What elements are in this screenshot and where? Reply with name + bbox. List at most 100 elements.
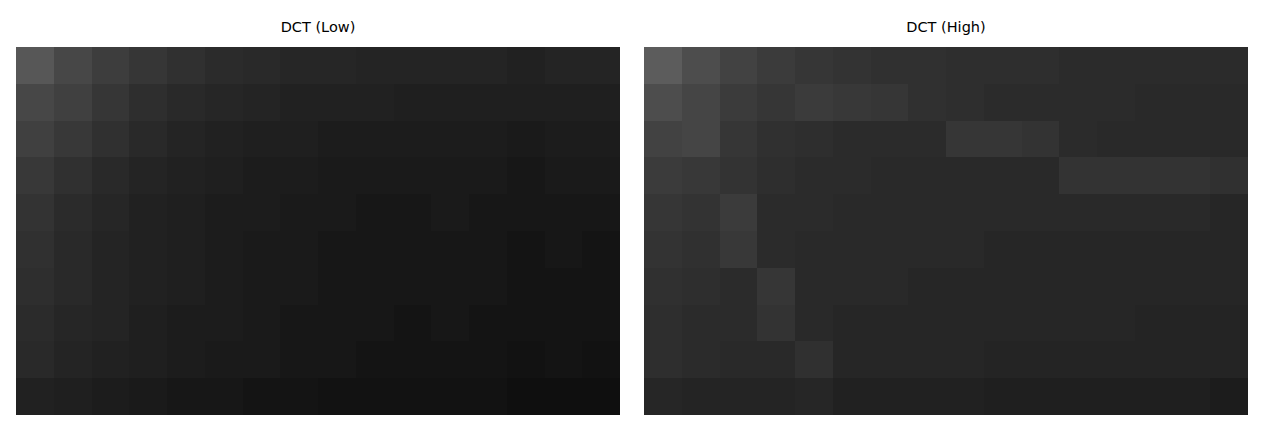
heatmap-cell [469,121,507,158]
heatmap-cell [205,378,243,415]
heatmap-cell [946,194,984,231]
heatmap-cell [757,157,795,194]
heatmap-cell [243,231,281,268]
heatmap-cell [16,157,54,194]
heatmap-cell [720,121,758,158]
heatmap-cell [757,341,795,378]
heatmap-cell [1210,305,1248,342]
heatmap-cell [431,231,469,268]
heatmap-cell [795,121,833,158]
heatmap-cell [720,341,758,378]
title: DCT (Low) [281,19,356,35]
heatmap-cell [833,84,871,121]
heatmap-cell [205,84,243,121]
heatmap-cell [431,157,469,194]
heatmap-cell [356,341,394,378]
heatmap-cell [1022,341,1060,378]
heatmap-cell [205,47,243,84]
heatmap-cell [682,194,720,231]
heatmap-cell [795,47,833,84]
heatmap-cell [1097,231,1135,268]
heatmap-cell [129,84,167,121]
heatmap-cell [545,47,583,84]
heatmap-cell [757,231,795,268]
heatmap-cell [545,194,583,231]
heatmap-cell [431,341,469,378]
heatmap-cell [469,268,507,305]
heatmap-cell [16,341,54,378]
heatmap-cell [1173,231,1211,268]
heatmap-cell [243,305,281,342]
heatmap-cell [582,378,620,415]
heatmap-cell [318,305,356,342]
heatmap-cell [871,194,909,231]
heatmap-cell [1173,84,1211,121]
heatmap-cell [318,341,356,378]
heatmap-cell [644,268,682,305]
heatmap-cell [92,121,130,158]
heatmap-cell [394,121,432,158]
heatmap-cell [720,305,758,342]
heatmap-cell [92,84,130,121]
heatmap-cell [16,231,54,268]
heatmap-cell [356,194,394,231]
heatmap-cell [129,268,167,305]
heatmap-cell [1022,121,1060,158]
heatmap-cell [833,341,871,378]
heatmap-cell [507,305,545,342]
heatmap-cell [280,378,318,415]
heatmap-cell [54,121,92,158]
heatmap-cell [682,378,720,415]
heatmap-cell [1135,378,1173,415]
heatmap-cell [795,341,833,378]
heatmap-cell [833,268,871,305]
heatmap-cell [1059,121,1097,158]
heatmap-cell [280,231,318,268]
heatmap-cell [1059,231,1097,268]
heatmap-cell [908,341,946,378]
heatmap-cell [871,157,909,194]
heatmap-cell [469,157,507,194]
heatmap-cell [167,231,205,268]
heatmap-cell [507,194,545,231]
heatmap-cell [280,268,318,305]
heatmap-cell [318,121,356,158]
heatmap-cell [1097,268,1135,305]
heatmap-cell [507,341,545,378]
heatmap-cell [54,47,92,84]
heatmap-cell [1022,231,1060,268]
heatmap-cell [682,84,720,121]
heatmap-cell [908,157,946,194]
heatmap-cell [833,121,871,158]
heatmap-cell [1059,341,1097,378]
heatmap-cell [356,378,394,415]
heatmap-cell [871,268,909,305]
heatmap-cell [129,305,167,342]
heatmap-cell [280,121,318,158]
heatmap-cell [1210,268,1248,305]
heatmap-cell [469,47,507,84]
heatmap-cell [394,305,432,342]
heatmap-cell [833,194,871,231]
heatmap-cell [431,305,469,342]
heatmap-cell [280,305,318,342]
heatmap-cell [129,231,167,268]
heatmap-cell [205,341,243,378]
heatmap-cell [582,305,620,342]
heatmap-cell [1059,194,1097,231]
heatmap-cell [394,231,432,268]
heatmap-cell [205,231,243,268]
heatmap-cell [167,268,205,305]
heatmap-cell [167,47,205,84]
heatmap-cell [720,157,758,194]
heatmap-cell [356,157,394,194]
heatmap-cell [54,231,92,268]
heatmap-cell [871,121,909,158]
heatmap-cell [167,194,205,231]
heatmap-cell [280,341,318,378]
cells [644,47,1248,415]
heatmap-cell [243,341,281,378]
heatmap-cell [1059,378,1097,415]
heatmap-cell [682,157,720,194]
heatmap-cell [394,268,432,305]
